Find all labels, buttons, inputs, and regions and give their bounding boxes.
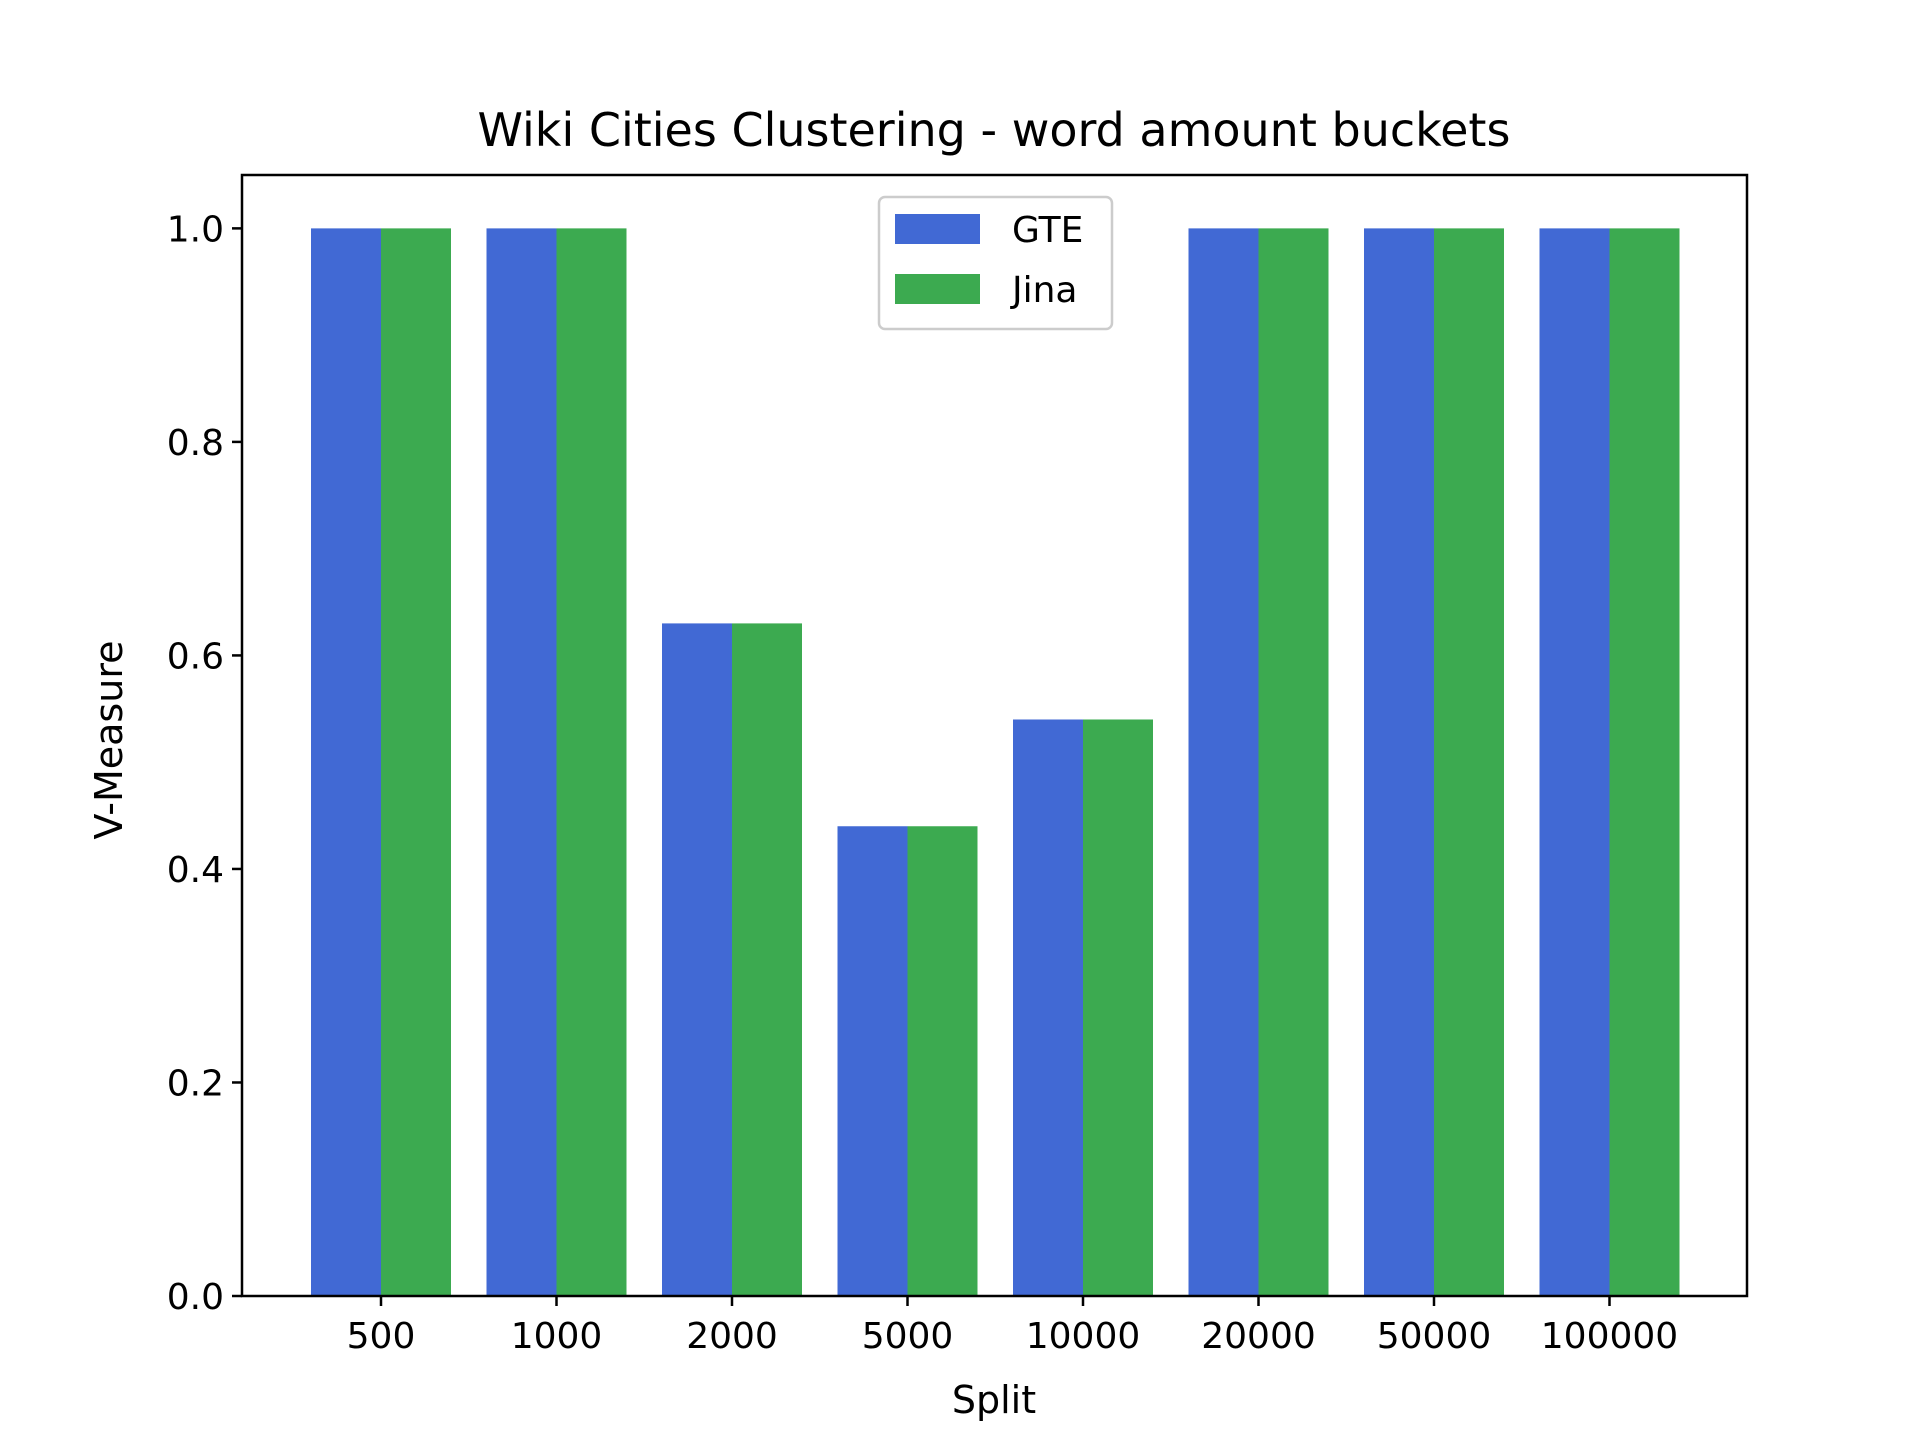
y-tick-label: 0.0 — [167, 1277, 224, 1318]
bar-gte-50000 — [1364, 228, 1434, 1296]
x-tick-label: 1000 — [511, 1316, 603, 1357]
x-tick-label: 50000 — [1377, 1316, 1492, 1357]
axes-layer: 0.0 0.2 0.4 0.6 0.8 1.0 500 1000 2000 5000 10000 20… — [167, 173, 1749, 1357]
x-axis-label: Split — [952, 1378, 1036, 1422]
legend-label-jina: Jina — [1010, 270, 1078, 311]
x-tick-label: 5000 — [862, 1316, 954, 1357]
x-tick-label: 2000 — [686, 1316, 778, 1357]
y-tick-label: 0.6 — [167, 636, 224, 677]
bar-gte-1000 — [486, 228, 557, 1296]
bars-layer — [311, 228, 1680, 1296]
plot-frame — [240, 173, 1749, 1298]
bar-jina-500 — [381, 228, 451, 1296]
bar-gte-10000 — [1013, 719, 1083, 1296]
bar-gte-500 — [311, 228, 381, 1296]
legend: GTE Jina — [877, 195, 1114, 331]
y-axis-label: V-Measure — [87, 641, 131, 840]
bar-jina-2000 — [732, 623, 802, 1296]
bar-gte-20000 — [1188, 228, 1259, 1296]
bar-jina-20000 — [1258, 228, 1329, 1296]
bar-jina-50000 — [1434, 228, 1504, 1296]
y-tick-label: 0.8 — [167, 423, 224, 464]
bar-jina-100000 — [1609, 228, 1680, 1296]
x-tick-label: 20000 — [1201, 1316, 1316, 1357]
legend-swatch-jina — [895, 274, 980, 304]
x-tick-label: 100000 — [1541, 1316, 1678, 1357]
bar-gte-5000 — [837, 826, 908, 1296]
y-tick-label: 0.4 — [167, 850, 224, 891]
legend-label-gte: GTE — [1012, 210, 1083, 251]
bar-jina-5000 — [907, 826, 978, 1296]
bar-jina-1000 — [556, 228, 627, 1296]
y-tick-label: 0.2 — [167, 1063, 224, 1104]
bar-jina-10000 — [1083, 719, 1153, 1296]
chart-title: Wiki Cities Clustering - word amount buc… — [478, 103, 1511, 157]
x-tick-label: 500 — [347, 1316, 416, 1357]
bar-gte-100000 — [1539, 228, 1610, 1296]
legend-swatch-gte — [895, 214, 980, 244]
x-tick-label: 10000 — [1026, 1316, 1141, 1357]
y-tick-label: 1.0 — [167, 209, 224, 250]
bar-gte-2000 — [662, 623, 732, 1296]
